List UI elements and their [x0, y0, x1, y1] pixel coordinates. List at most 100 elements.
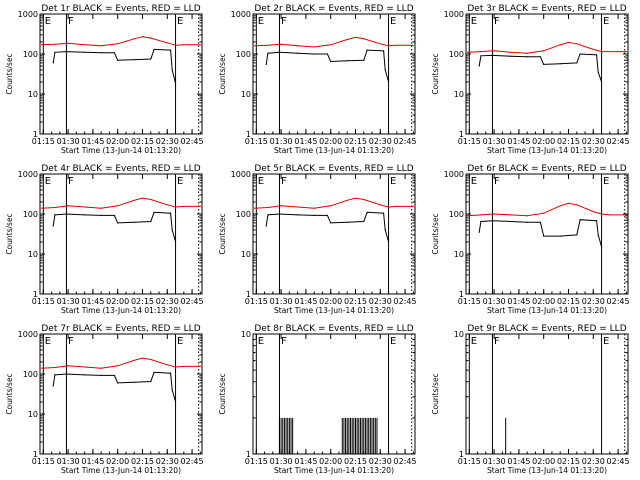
x-tick-label: 02:15: [131, 297, 154, 306]
series-point-lld: [480, 50, 482, 53]
panel-det-5: Det 5r BLACK = Events, RED = LLD 1 10 100 10…: [218, 164, 417, 315]
series-point-lld: [150, 358, 152, 361]
marker-label-f: F: [494, 336, 500, 347]
y-tick-label: 100: [23, 370, 38, 379]
x-axis-label: Start Time (13-Jun-14 01:13:20): [274, 466, 394, 475]
series-point-lld: [567, 202, 570, 204]
series-point-lld: [54, 206, 56, 209]
x-tick-label: 01:15: [32, 297, 55, 306]
series-point-lld: [183, 365, 185, 367]
marker-label-e: E: [45, 16, 51, 27]
series-point-events: [526, 221, 528, 223]
marker-label-f: F: [68, 176, 74, 187]
series-point-lld: [592, 210, 594, 213]
y-tick-label: 100: [236, 50, 251, 59]
series-point-events: [113, 214, 115, 217]
y-tick-label: 1: [246, 450, 251, 459]
marker-label-e: E: [45, 336, 51, 347]
y-tick-label: 10: [241, 90, 251, 99]
marker-label-e: E: [177, 16, 183, 27]
y-tick-label: 1000: [444, 10, 464, 19]
series-point-lld: [150, 37, 152, 39]
series-point-events: [267, 214, 269, 216]
series-point-lld: [330, 44, 332, 46]
series-point-lld: [467, 215, 469, 217]
marker-label-f: F: [68, 336, 74, 347]
panel-det-8: Det 8r BLACK = Events, RED = LLD 1 10 Count…: [218, 324, 417, 475]
series-point-lld: [117, 365, 119, 367]
x-tick-label: 02:45: [394, 137, 417, 146]
series-point-events: [133, 381, 135, 383]
panel-det-2: Det 2r BLACK = Events, RED = LLD 1 10 100 10…: [218, 4, 417, 155]
series-point-lld: [526, 215, 528, 217]
series-point-lld: [576, 43, 578, 45]
series-point-lld: [387, 45, 390, 47]
series-point-lld: [67, 205, 69, 207]
x-tick-label: 01:45: [81, 297, 104, 306]
series-point-events: [117, 382, 119, 384]
series-point-lld: [41, 207, 43, 209]
series-point-events: [576, 62, 578, 64]
y-axis-label: Counts/sec: [218, 373, 227, 414]
y-tick-label: 1000: [18, 170, 38, 179]
marker-label-e: E: [177, 336, 183, 347]
x-tick-label: 01:30: [57, 297, 80, 306]
panel-title: Det 6r BLACK = Events, RED = LLD: [467, 164, 626, 174]
series-point-lld: [363, 198, 365, 201]
series-point-events: [278, 51, 281, 53]
series-point-events: [65, 373, 68, 375]
x-axis-label: Start Time (13-Jun-14 01:13:20): [61, 306, 181, 315]
y-tick-label: 1: [33, 450, 38, 459]
series-point-events: [510, 220, 512, 223]
y-tick-label: 1: [459, 290, 464, 299]
series-point-events: [330, 222, 332, 224]
x-tick-label: 02:15: [344, 137, 367, 146]
series-point-events: [65, 50, 68, 53]
series-point-lld: [526, 52, 528, 54]
series-point-lld: [267, 206, 269, 209]
series-point-events: [326, 214, 328, 217]
series-point-lld: [67, 42, 69, 44]
series-point-events: [480, 220, 482, 223]
x-axis-label: Start Time (13-Jun-14 01:13:20): [487, 146, 607, 155]
series-point-events: [478, 65, 480, 67]
series-point-lld: [100, 45, 102, 47]
x-axis-label: Start Time (13-Jun-14 01:13:20): [274, 306, 394, 315]
series-line-lld: [41, 197, 201, 209]
series-point-events: [478, 231, 480, 233]
series-point-lld: [174, 206, 177, 208]
series-point-lld: [354, 36, 357, 39]
y-tick-label: 1: [246, 290, 251, 299]
series-point-lld: [576, 204, 578, 206]
y-tick-label: 100: [23, 50, 38, 59]
series-point-events: [579, 53, 581, 55]
series-point-lld: [199, 44, 201, 46]
series-point-lld: [280, 43, 282, 45]
y-axis-label: Counts/sec: [5, 213, 14, 254]
y-tick-label: 1000: [231, 170, 251, 179]
series-point-events: [150, 58, 152, 60]
y-axis-label: Counts/sec: [5, 53, 14, 94]
marker-label-e: E: [177, 176, 183, 187]
y-tick-label: 10: [241, 250, 251, 259]
x-tick-label: 01:15: [245, 457, 268, 466]
y-axis-label: Counts/sec: [218, 53, 227, 94]
series-point-lld: [493, 50, 495, 52]
marker-label-e: E: [471, 336, 477, 347]
series-point-events: [313, 214, 315, 217]
panel-title: Det 9r BLACK = Events, RED = LLD: [467, 324, 626, 334]
series-point-lld: [510, 214, 512, 216]
series-point-lld: [559, 205, 561, 207]
panel-det-1: Det 1r BLACK = Events, RED = LLD 1 10 100 10…: [5, 4, 204, 155]
series-point-events: [387, 81, 390, 83]
y-tick-label: 1: [33, 130, 38, 139]
series-point-events: [595, 220, 598, 222]
series-point-events: [543, 63, 545, 65]
series-point-events: [174, 83, 177, 85]
panel-title: Det 4r BLACK = Events, RED = LLD: [41, 164, 200, 174]
marker-label-f: F: [494, 16, 500, 27]
series-point-events: [174, 401, 177, 403]
series-point-events: [150, 380, 152, 383]
x-tick-label: 02:00: [532, 137, 555, 146]
marker-label-e: E: [390, 16, 396, 27]
